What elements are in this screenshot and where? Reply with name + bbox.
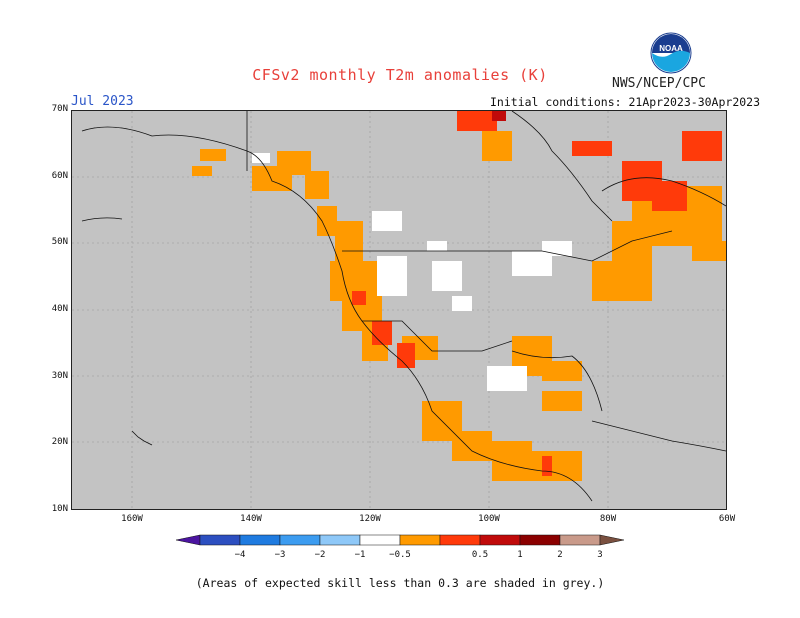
colorbar-tick-label: −3 bbox=[275, 550, 286, 560]
colorbar-tick-label: 3 bbox=[597, 550, 602, 560]
lat-label-60n: 60N bbox=[51, 171, 68, 181]
colorbar-swatch bbox=[199, 534, 241, 546]
colorbar-swatch bbox=[519, 534, 561, 546]
colorbar-arrow-high bbox=[599, 534, 625, 546]
colorbar-swatch bbox=[559, 534, 601, 546]
colorbar-swatch bbox=[319, 534, 361, 546]
colorbar-swatch bbox=[479, 534, 521, 546]
lon-label-120w: 120W bbox=[359, 514, 381, 524]
map-title: CFSv2 monthly T2m anomalies (K) bbox=[252, 66, 548, 84]
colorbar-swatch bbox=[239, 534, 281, 546]
anomaly-level-2-3 bbox=[492, 111, 506, 121]
colorbar-arrow-low bbox=[175, 534, 201, 546]
lon-label-160w: 160W bbox=[121, 514, 143, 524]
colorbar-tick-label: −0.5 bbox=[389, 550, 411, 560]
colorbar: −4−3−2−1−0.50.51234 bbox=[170, 533, 643, 563]
lat-label-70n: 70N bbox=[51, 104, 68, 114]
colorbar-tick-label: 0.5 bbox=[472, 550, 488, 560]
colorbar-swatch bbox=[279, 534, 321, 546]
lead-month-label: Jul 2023 bbox=[71, 94, 134, 109]
colorbar-tick-label: 1 bbox=[517, 550, 522, 560]
agency-label: NWS/NCEP/CPC bbox=[612, 76, 706, 91]
colorbar-swatch bbox=[359, 534, 401, 546]
noaa-logo: NOAA bbox=[650, 32, 692, 74]
colorbar-tick-label: −4 bbox=[235, 550, 246, 560]
graticule bbox=[72, 111, 726, 509]
skill-note: (Areas of expected skill less than 0.3 a… bbox=[195, 576, 605, 590]
lat-label-10n: 10N bbox=[51, 504, 68, 514]
colorbar-tick-label: −2 bbox=[315, 550, 326, 560]
lat-label-50n: 50N bbox=[51, 237, 68, 247]
lat-label-30n: 30N bbox=[51, 371, 68, 381]
anomaly-level-1-2 bbox=[352, 111, 722, 476]
near-normal-areas bbox=[252, 153, 572, 391]
colorbar-swatch bbox=[399, 534, 441, 546]
colorbar-tick-label: 2 bbox=[557, 550, 562, 560]
colorbar-tick-label: −1 bbox=[355, 550, 366, 560]
svg-text:NOAA: NOAA bbox=[659, 44, 683, 53]
colorbar-swatch bbox=[439, 534, 481, 546]
lat-label-40n: 40N bbox=[51, 304, 68, 314]
lon-label-140w: 140W bbox=[240, 514, 262, 524]
anomaly-level-0-5-1 bbox=[192, 131, 726, 481]
initial-conditions-label: Initial conditions: 21Apr2023-30Apr2023 bbox=[490, 95, 761, 109]
anomaly-map bbox=[71, 110, 727, 510]
lat-label-20n: 20N bbox=[51, 437, 68, 447]
coastlines bbox=[81, 111, 726, 502]
lon-label-60w: 60W bbox=[718, 514, 736, 524]
lon-label-100w: 100W bbox=[478, 514, 500, 524]
lon-label-80w: 80W bbox=[599, 514, 617, 524]
